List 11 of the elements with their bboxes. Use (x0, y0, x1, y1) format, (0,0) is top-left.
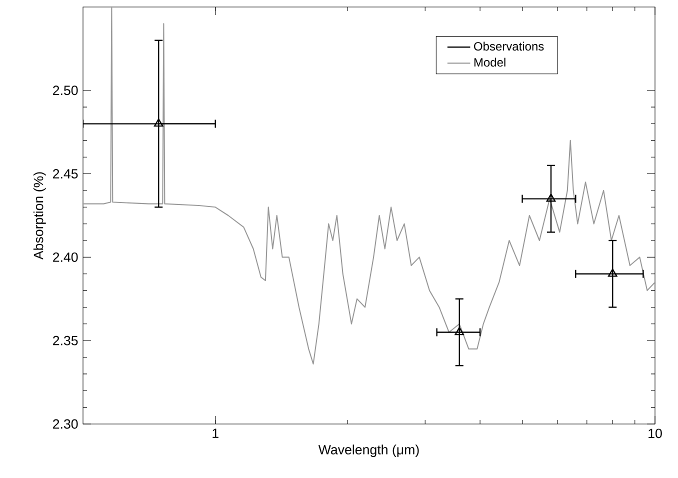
y-tick-label: 2.45 (53, 169, 78, 179)
x-tick-label: 10 (648, 428, 662, 438)
y-tick-label: 2.30 (53, 419, 78, 429)
x-axis-title: Wavelength (μm) (318, 444, 419, 458)
x-tick-label: 1 (212, 428, 218, 438)
legend-label: Model (474, 58, 506, 67)
y-tick-label: 2.50 (53, 86, 78, 96)
y-tick-label: 2.35 (53, 336, 78, 346)
y-axis-title: Absorption (%) (33, 172, 46, 260)
y-tick-label: 2.40 (53, 252, 78, 262)
legend-label: Observations (474, 42, 544, 51)
